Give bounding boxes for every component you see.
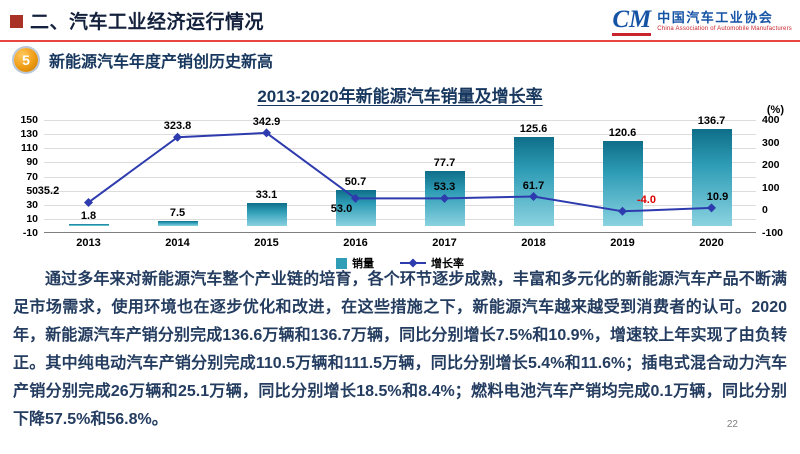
left-axis-tick: 10 [26, 212, 38, 225]
chart-title: 2013-2020年新能源汽车销量及增长率 [257, 87, 543, 106]
sales-bar [157, 220, 198, 226]
left-axis-tick: 70 [26, 170, 38, 183]
gridline [44, 218, 756, 220]
growth-line-marker [84, 197, 93, 207]
chart-area: 1.8 7.5 33.1 50.7 77.7 125.6 120.6 136.7 35.2 323… [8, 114, 792, 280]
left-axis-tick: 130 [20, 128, 38, 141]
legend-label-growth: 增长率 [431, 258, 464, 270]
sales-swatch-icon [336, 257, 347, 269]
gridline [44, 204, 756, 206]
x-axis-label: 2013 [76, 237, 101, 249]
sales-value-label: 7.5 [169, 206, 186, 219]
caam-logo: CM 中国汽车工业协会 China Association of Automob… [612, 7, 792, 36]
legend-item-growth: 增长率 [400, 255, 464, 271]
x-axis-label: 2014 [165, 237, 190, 249]
growth-value-label: -4.0 [637, 194, 656, 207]
section-bullet-icon [10, 15, 23, 28]
growth-line-marker [173, 132, 182, 142]
growth-line-marker [262, 128, 271, 138]
left-axis-tick: 50 [26, 184, 38, 197]
growth-value-label: 53.3 [433, 181, 456, 194]
page-number: 22 [726, 419, 738, 430]
slide-header: 二、汽车工业经济运行情况 CM 中国汽车工业协会 China Associati… [10, 7, 792, 36]
growth-line-marker [440, 193, 449, 203]
logo-name-cn: 中国汽车工业协会 [657, 9, 774, 25]
growth-value-label: 53.0 [330, 203, 353, 216]
gridline [44, 148, 756, 150]
x-axis-label: 2017 [432, 237, 457, 249]
sales-bar [246, 202, 287, 226]
point-number-badge: 5 [14, 48, 38, 72]
x-axis-label: 2020 [699, 237, 724, 249]
body-paragraph: 通过多年来对新能源汽车整个产业链的培育，各个环节逐步成熟，丰富和多元化的新能源汽… [13, 271, 787, 428]
sales-value-label: 1.8 [80, 210, 97, 223]
left-axis-tick: 90 [26, 156, 38, 169]
left-axis-tick: 150 [20, 114, 38, 126]
chart-plot: 1.8 7.5 33.1 50.7 77.7 125.6 120.6 136.7 35.2 323… [38, 115, 756, 233]
growth-line-marker [618, 206, 627, 216]
sales-value-label: 33.1 [255, 188, 278, 201]
growth-swatch-icon [400, 258, 426, 268]
right-axis-tick: 400 [762, 114, 780, 126]
sales-value-label: 125.6 [519, 123, 548, 136]
gridline [44, 134, 756, 136]
sales-bar [68, 224, 109, 226]
x-axis-label: 2019 [610, 237, 635, 249]
x-axis-label: 2018 [521, 237, 546, 249]
right-axis-unit-label: (%) [766, 104, 784, 116]
caam-logo-text: 中国汽车工业协会 China Association of Automobile… [657, 10, 792, 34]
growth-value-label: 10.9 [706, 190, 729, 203]
section-title: 二、汽车工业经济运行情况 [30, 12, 265, 33]
growth-value-label: 35.2 [37, 185, 60, 198]
chart-legend: 销量 增长率 [44, 255, 756, 271]
growth-value-label: 323.8 [163, 120, 192, 133]
section-title-row: 二、汽车工业经济运行情况 [10, 7, 264, 34]
left-axis-tick: -10 [22, 227, 38, 239]
right-axis-tick: 200 [762, 159, 780, 172]
gridline [44, 120, 756, 121]
sales-value-label: 50.7 [344, 176, 367, 189]
growth-line-marker [351, 193, 360, 203]
growth-line-marker [707, 203, 716, 213]
growth-line [84, 128, 716, 216]
right-axis-tick: 300 [762, 136, 780, 149]
left-axis-tick: 30 [26, 198, 38, 211]
left-axis-tick: 110 [21, 142, 38, 155]
header-divider [0, 40, 800, 42]
growth-line-marker [529, 191, 538, 201]
caam-logo-icon: CM [612, 7, 652, 36]
right-axis-tick: -100 [762, 227, 784, 239]
legend-item-sales: 销量 [336, 255, 374, 271]
gridline [44, 176, 756, 178]
subtitle-text: 新能源汽车年度产销创历史新高 [49, 54, 274, 71]
x-axis-label: 2015 [254, 237, 279, 249]
sales-bar [513, 137, 554, 226]
sales-value-label: 77.7 [433, 157, 456, 170]
gridline [44, 190, 756, 192]
sales-value-label: 120.6 [608, 126, 637, 139]
gridline [44, 162, 756, 164]
growth-value-label: 61.7 [522, 179, 545, 192]
x-axis-label: 2016 [343, 237, 368, 249]
right-axis-tick: 100 [762, 181, 780, 194]
growth-value-label: 342.9 [252, 115, 281, 128]
legend-label-sales: 销量 [352, 258, 374, 270]
sales-value-label: 136.7 [697, 115, 726, 128]
right-axis-tick: 0 [762, 204, 768, 217]
subtitle-row: 5 新能源汽车年度产销创历史新高 [14, 48, 273, 72]
logo-name-en: China Association of Automobile Manufact… [657, 25, 792, 32]
